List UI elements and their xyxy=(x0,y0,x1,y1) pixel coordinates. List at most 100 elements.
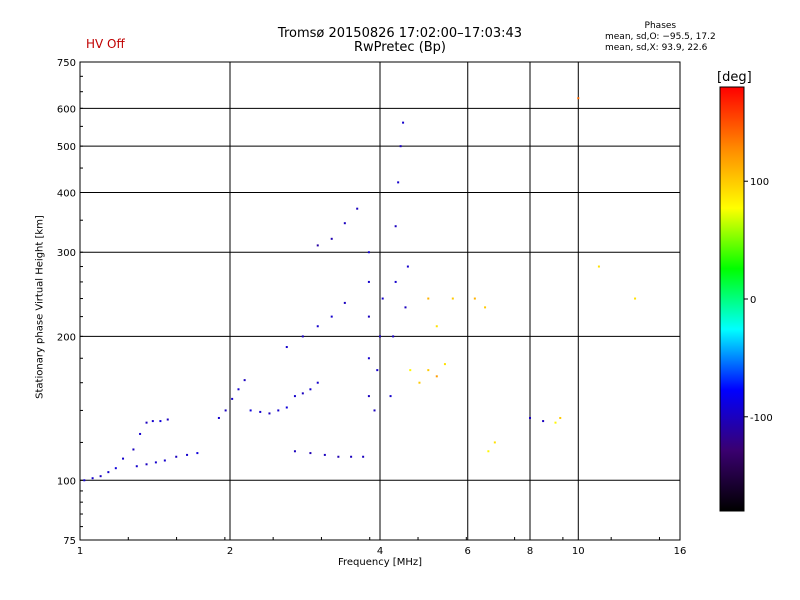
data-point xyxy=(634,297,637,300)
data-point xyxy=(392,335,395,338)
chart-title: Tromsø 20150826 17:02:00–17:03:43 xyxy=(277,26,523,41)
data-point xyxy=(435,325,438,328)
data-point xyxy=(542,420,545,423)
plot-area: 1 2 4 6 8 10 16 75 100 200 300 400 500 600 750 xyxy=(57,58,686,557)
data-point xyxy=(379,335,381,338)
data-point xyxy=(367,357,370,360)
data-point xyxy=(301,392,304,395)
data-point xyxy=(367,315,370,318)
data-point xyxy=(362,455,365,458)
data-point xyxy=(367,395,370,398)
data-point xyxy=(186,453,189,456)
data-point xyxy=(493,441,496,444)
phases-title: Phases xyxy=(644,21,677,31)
data-point xyxy=(367,280,370,283)
data-point xyxy=(373,409,376,412)
colorbar-tick-label: -100 xyxy=(750,413,773,424)
y-tick-label: 500 xyxy=(57,142,76,153)
data-point xyxy=(301,335,304,338)
data-point xyxy=(394,280,397,283)
data-point xyxy=(559,416,562,419)
y-tick-label: 400 xyxy=(57,188,76,199)
data-point xyxy=(399,145,402,148)
data-point xyxy=(316,325,319,328)
data-point xyxy=(323,453,326,456)
data-point xyxy=(114,467,117,470)
data-point xyxy=(394,225,397,228)
data-point xyxy=(293,450,296,453)
y-tick-label: 600 xyxy=(57,104,76,115)
colorbar-tick-label: 100 xyxy=(750,177,769,188)
data-point xyxy=(132,448,135,451)
data-point xyxy=(83,479,86,482)
data-point xyxy=(435,375,438,378)
data-point xyxy=(330,237,333,240)
data-point xyxy=(367,251,370,254)
x-axis-label: Frequency [MHz] xyxy=(337,557,423,568)
data-point xyxy=(337,455,340,458)
x-tick-label: 16 xyxy=(674,546,687,557)
data-point xyxy=(249,409,252,412)
data-point xyxy=(231,397,234,400)
y-tick-label: 75 xyxy=(63,536,76,547)
data-point xyxy=(356,207,359,210)
data-point xyxy=(159,420,162,423)
data-point xyxy=(237,388,240,391)
data-point xyxy=(154,461,157,464)
data-point xyxy=(277,409,280,412)
data-point xyxy=(259,410,262,413)
data-point xyxy=(418,381,421,384)
y-tick-label: 300 xyxy=(57,248,76,259)
data-point xyxy=(268,412,271,415)
data-point xyxy=(330,315,333,318)
data-point xyxy=(554,421,557,424)
data-point xyxy=(487,450,490,453)
data-point xyxy=(484,306,487,309)
x-tick-label: 1 xyxy=(77,546,83,557)
data-point xyxy=(316,244,319,247)
y-tick-label: 750 xyxy=(57,58,76,69)
x-tick-label: 4 xyxy=(377,546,383,557)
colorbar-gradient xyxy=(719,86,745,512)
data-point xyxy=(122,457,125,460)
data-point xyxy=(145,421,148,424)
data-point xyxy=(529,416,531,419)
data-point xyxy=(309,388,312,391)
y-tick-label: 200 xyxy=(57,332,76,343)
data-point xyxy=(243,379,246,382)
phases-summary: Phases mean, sd,O: −95.5, 17.2 mean, sd,… xyxy=(605,21,716,54)
x-tick-label: 6 xyxy=(465,546,471,557)
x-tick-label: 2 xyxy=(227,546,233,557)
data-point xyxy=(427,369,430,372)
data-point xyxy=(451,297,454,300)
colorbar: 100 0 -100 xyxy=(719,86,773,512)
x-tick-label: 10 xyxy=(572,546,585,557)
data-point xyxy=(145,463,148,466)
data-point xyxy=(99,475,102,478)
data-point xyxy=(316,381,319,384)
data-point xyxy=(285,406,288,409)
data-point xyxy=(473,297,476,300)
data-point xyxy=(597,265,600,268)
data-point xyxy=(404,306,407,309)
data-point xyxy=(397,181,400,184)
phases-o-stats: mean, sd,O: −95.5, 17.2 xyxy=(605,32,716,42)
data-point xyxy=(577,97,580,100)
data-point xyxy=(196,452,199,455)
data-point xyxy=(427,297,430,300)
chart-subtitle: RwPretec (Bp) xyxy=(353,40,447,55)
data-point xyxy=(402,121,405,124)
data-point xyxy=(376,369,379,372)
data-point xyxy=(293,395,296,398)
data-point xyxy=(343,222,346,225)
phases-x-stats: mean, sd,X: 93.9, 22.6 xyxy=(605,43,708,53)
data-point xyxy=(107,471,110,474)
hv-status-text: HV Off xyxy=(86,37,125,51)
data-point xyxy=(285,346,288,349)
data-point xyxy=(343,301,346,304)
data-point xyxy=(350,455,353,458)
data-point xyxy=(166,418,169,421)
data-point xyxy=(139,432,142,435)
data-point xyxy=(91,477,94,480)
